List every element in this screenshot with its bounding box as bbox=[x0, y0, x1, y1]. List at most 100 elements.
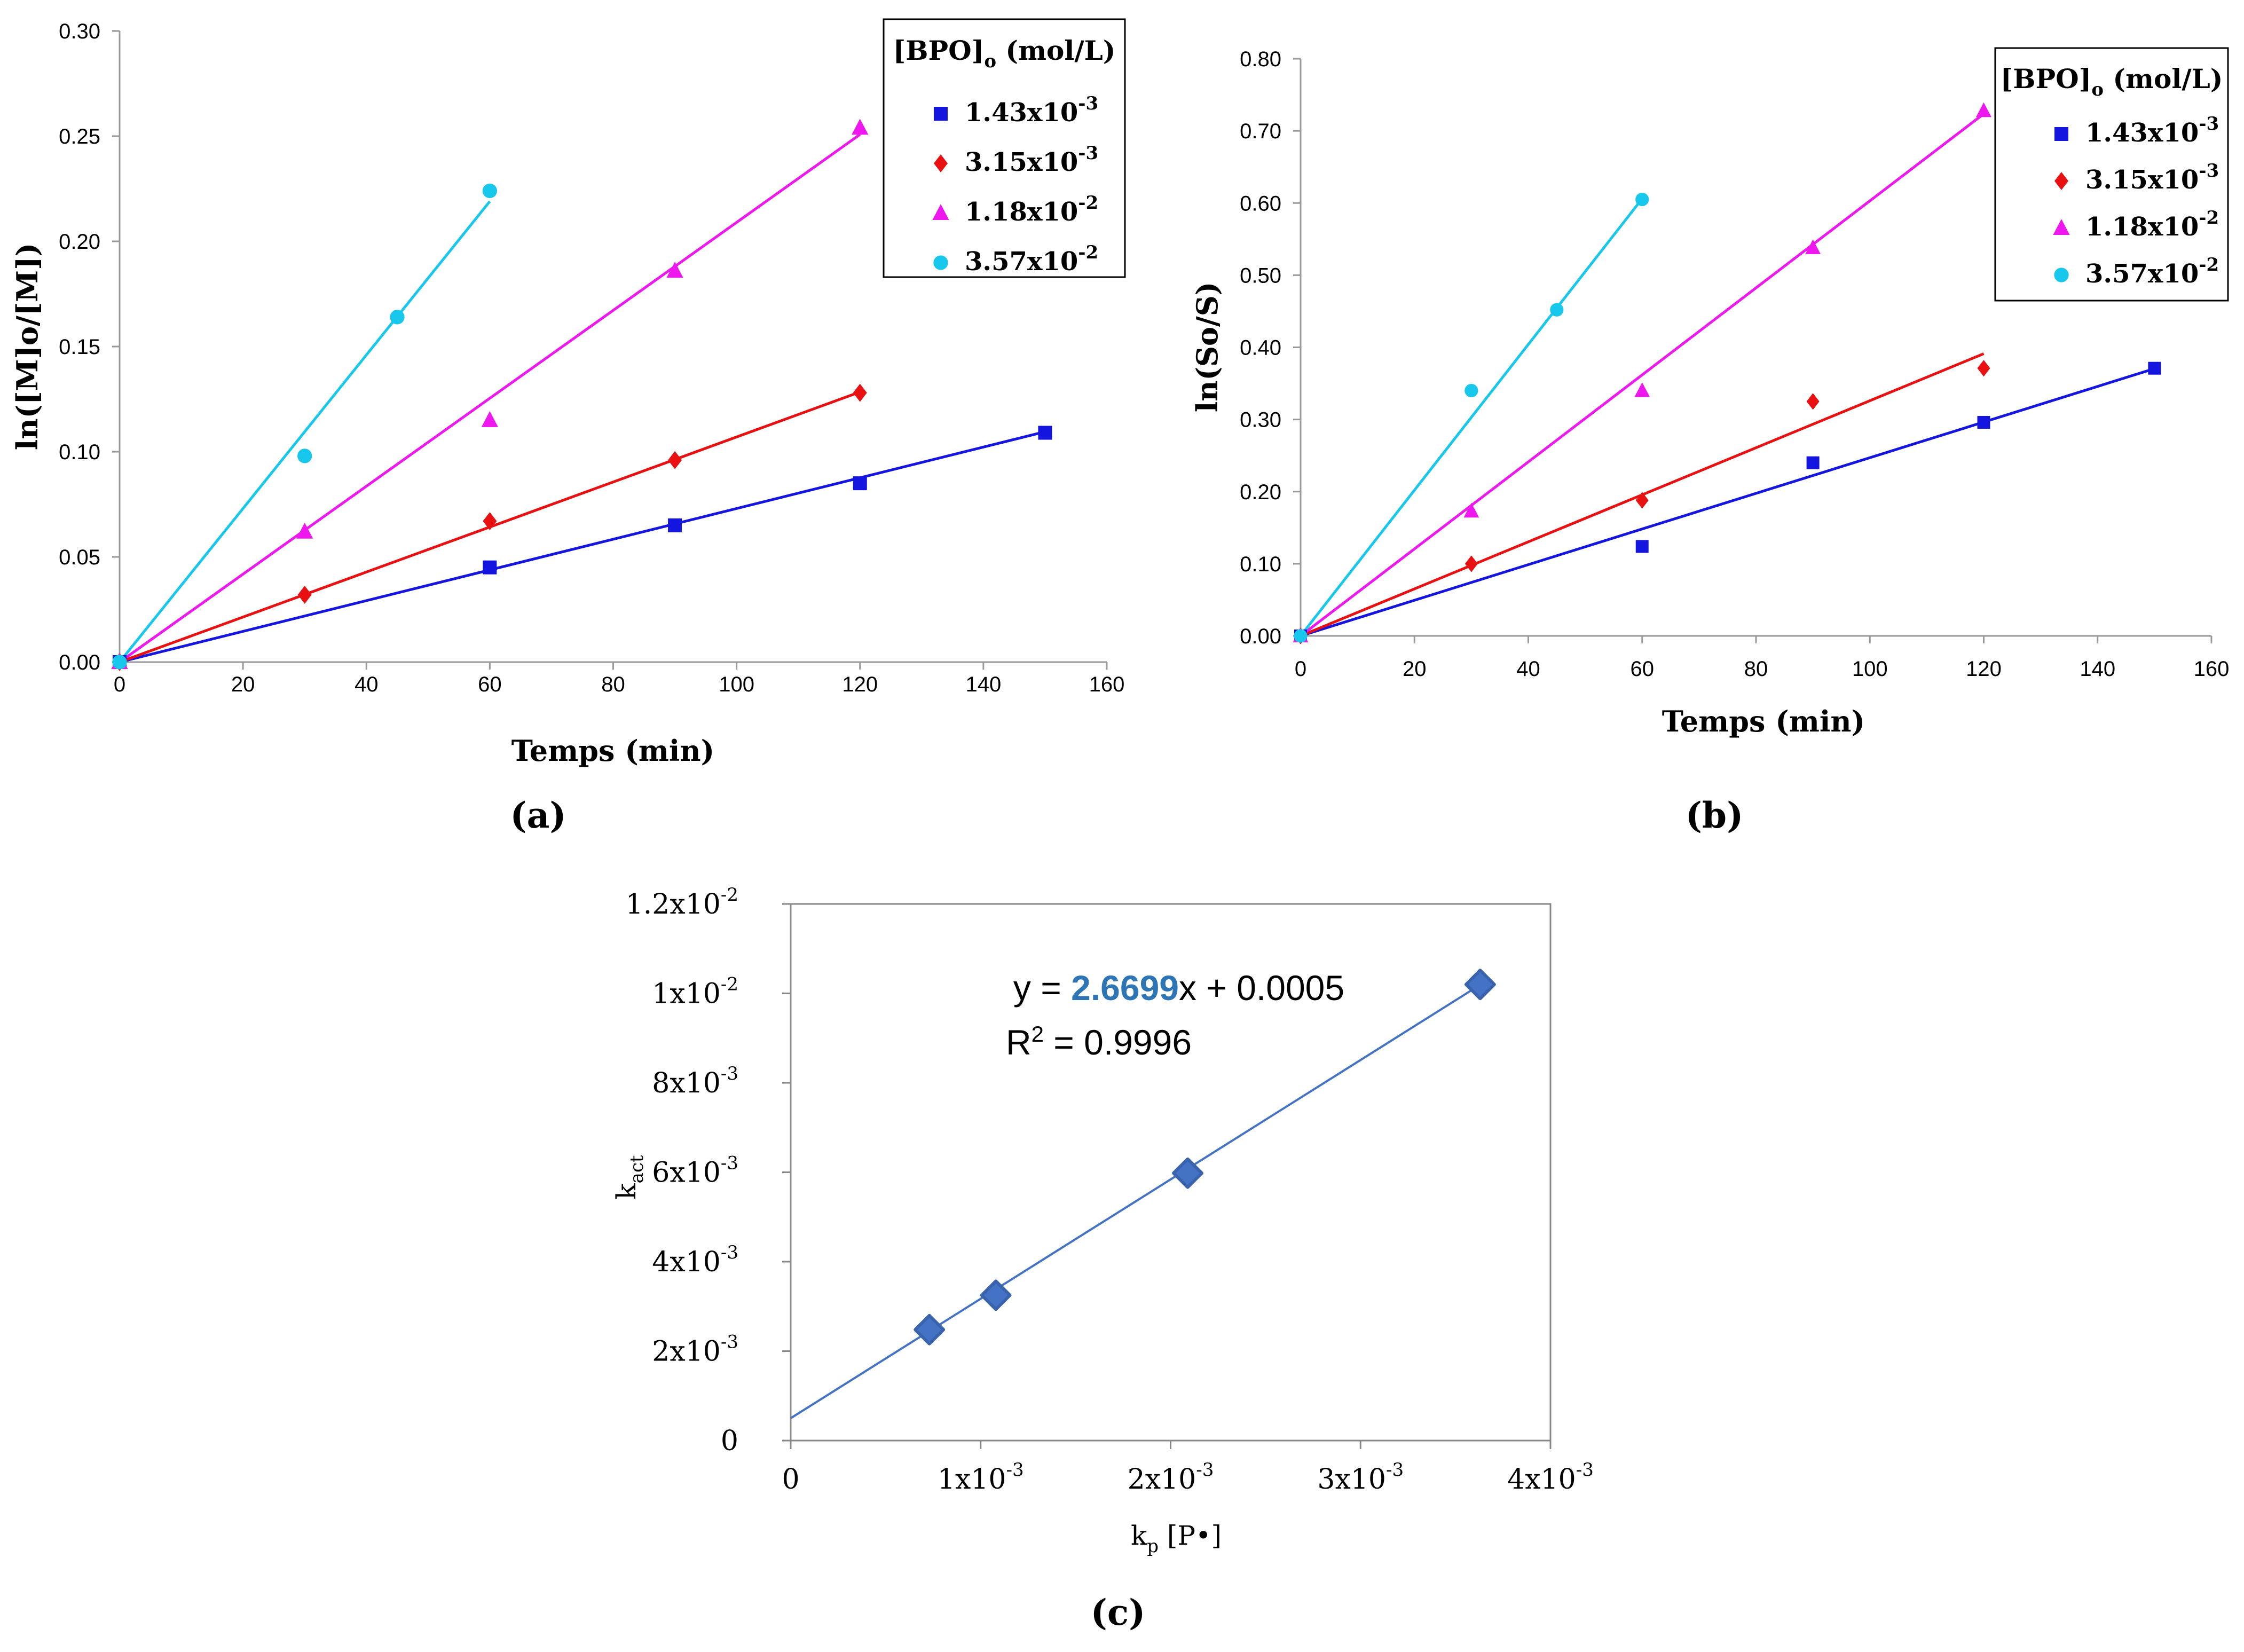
legend-marker-1 bbox=[2054, 127, 2068, 141]
data-point bbox=[1464, 383, 1478, 398]
chart-c-panel-label: (c) bbox=[1091, 1592, 1146, 1633]
chart-c-y-label: kact bbox=[611, 1155, 648, 1200]
legend-label-2: 3.15x10-3 bbox=[2085, 160, 2219, 195]
fit-line-3 bbox=[119, 133, 861, 664]
chart-a-y-label: ln([M]o/[M]) bbox=[10, 243, 44, 450]
x-tick-label: 2x10-3 bbox=[1128, 1459, 1214, 1496]
fit-line-4 bbox=[1300, 198, 1643, 637]
data-point bbox=[2148, 361, 2161, 375]
chart-a-legend-items: 1.43x10-3 3.15x10-3 1.18x10-2 3.57x10-2 bbox=[932, 93, 1098, 277]
y-tick-label: 0.20 bbox=[1240, 481, 1281, 504]
y-tick-label: 0.00 bbox=[59, 651, 100, 674]
data-point bbox=[1038, 426, 1052, 440]
data-point bbox=[1977, 360, 1990, 377]
chart-c: 02x10-34x10-36x10-38x10-31x10-21.2x10-2 … bbox=[611, 884, 1594, 1633]
regression-line bbox=[790, 984, 1481, 1419]
x-tick-label: 0 bbox=[114, 673, 125, 696]
chart-a-legend: [BPO]o (mol/L) 1.43x10-3 3.15x10-3 1.18x10… bbox=[883, 18, 1126, 278]
data-point bbox=[296, 522, 313, 539]
data-point bbox=[1806, 456, 1820, 469]
x-tick-label: 40 bbox=[1516, 657, 1540, 681]
data-point bbox=[668, 518, 682, 532]
data-point bbox=[1634, 382, 1650, 397]
chart-b-legend: [BPO]o (mol/L) 1.43x10-3 3.15x10-3 1.18x10… bbox=[1994, 47, 2229, 302]
data-point bbox=[666, 262, 683, 278]
legend-label-3: 1.18x10-2 bbox=[965, 192, 1098, 227]
chart-b-legend-box bbox=[1994, 47, 2229, 302]
chart-a-points bbox=[111, 119, 1052, 671]
data-point bbox=[297, 586, 312, 604]
x-tick-label: 100 bbox=[1852, 657, 1888, 681]
legend-marker-3 bbox=[932, 204, 949, 220]
chart-c-r2: R2 = 0.9996 bbox=[1006, 1021, 1192, 1062]
x-tick-label: 20 bbox=[231, 673, 255, 696]
legend-marker-1 bbox=[934, 107, 948, 121]
fit-line-3 bbox=[1300, 113, 1985, 637]
y-tick-label: 0.05 bbox=[59, 546, 100, 569]
y-tick-label: 0.25 bbox=[59, 125, 100, 148]
legend-label-2: 3.15x10-3 bbox=[965, 143, 1098, 177]
data-point bbox=[853, 476, 867, 491]
data-point bbox=[1463, 502, 1479, 518]
y-tick-label: 0.00 bbox=[1240, 625, 1281, 648]
x-tick-label: 40 bbox=[355, 673, 379, 696]
x-tick-label: 0 bbox=[782, 1464, 799, 1496]
x-tick-label: 1x10-3 bbox=[938, 1459, 1024, 1496]
y-tick-label: 0.70 bbox=[1240, 120, 1281, 143]
y-tick-label: 0.10 bbox=[59, 440, 100, 464]
x-tick-label: 160 bbox=[1089, 673, 1125, 696]
y-tick-label: 0.10 bbox=[1240, 553, 1281, 576]
data-point bbox=[1172, 1157, 1203, 1189]
data-point bbox=[1805, 239, 1821, 255]
legend-marker-4 bbox=[933, 255, 948, 270]
legend-label-4: 3.57x10-2 bbox=[2085, 254, 2219, 289]
data-point bbox=[1635, 192, 1649, 207]
y-tick-label: 4x10-3 bbox=[652, 1242, 738, 1278]
chart-a-x-label: Temps (min) bbox=[511, 734, 714, 768]
x-tick-label: 20 bbox=[1403, 657, 1427, 681]
chart-b-x-label: Temps (min) bbox=[1662, 704, 1865, 738]
chart-a-x-ticks: 0 20 40 60 80 100 120 140 160 bbox=[114, 662, 1125, 696]
data-point bbox=[112, 655, 127, 670]
data-point bbox=[1464, 555, 1478, 572]
data-point bbox=[852, 119, 869, 135]
data-point bbox=[1806, 393, 1820, 410]
x-tick-label: 80 bbox=[601, 673, 625, 696]
x-tick-label: 160 bbox=[2194, 657, 2230, 681]
data-point bbox=[853, 383, 867, 402]
x-tick-label: 4x10-3 bbox=[1507, 1459, 1594, 1496]
chart-a-legend-title: [BPO]o (mol/L) bbox=[893, 35, 1116, 72]
fit-line-1 bbox=[119, 430, 1046, 664]
y-tick-label: 0.15 bbox=[59, 335, 100, 359]
legend-marker-4 bbox=[2054, 268, 2069, 282]
x-tick-label: 100 bbox=[719, 673, 754, 696]
chart-b-panel-label: (b) bbox=[1686, 794, 1744, 836]
chart-c-x-label: kp [P•] bbox=[1131, 1520, 1222, 1557]
data-point bbox=[1635, 540, 1649, 553]
data-point bbox=[1977, 416, 1990, 429]
data-point bbox=[482, 183, 498, 199]
x-tick-label: 140 bbox=[2080, 657, 2115, 681]
legend-label-1: 1.43x10-3 bbox=[965, 93, 1098, 128]
chart-c-y-ticks: 0 2x10-3 4x10-3 6x10-3 8x10-3 1x10-2 1.2x10-2 bbox=[626, 884, 791, 1457]
chart-c-x-ticks: 0 1x10-3 2x10-3 3x10-3 4x10-3 bbox=[782, 1441, 1594, 1496]
chart-a-legend-box bbox=[883, 18, 1126, 278]
chart-c-fit-line bbox=[790, 984, 1481, 1419]
data-point bbox=[481, 411, 498, 427]
x-tick-label: 0 bbox=[1295, 657, 1306, 681]
legend-label-4: 3.57x10-2 bbox=[965, 242, 1098, 277]
y-tick-label: 0.50 bbox=[1240, 264, 1281, 287]
legend-marker-2 bbox=[2054, 172, 2068, 190]
y-tick-label: 0.60 bbox=[1240, 192, 1281, 215]
data-point bbox=[980, 1279, 1012, 1311]
x-tick-label: 80 bbox=[1744, 657, 1768, 681]
legend-marker-2 bbox=[934, 154, 948, 172]
data-point bbox=[483, 560, 497, 575]
x-tick-label: 120 bbox=[1966, 657, 2002, 681]
x-tick-label: 60 bbox=[1631, 657, 1655, 681]
x-tick-label: 3x10-3 bbox=[1317, 1459, 1404, 1496]
data-point bbox=[1550, 303, 1564, 317]
chart-c-points bbox=[914, 969, 1496, 1346]
data-point bbox=[668, 451, 682, 469]
chart-c-equation: y = 2.6699x + 0.0005 bbox=[1013, 968, 1344, 1008]
